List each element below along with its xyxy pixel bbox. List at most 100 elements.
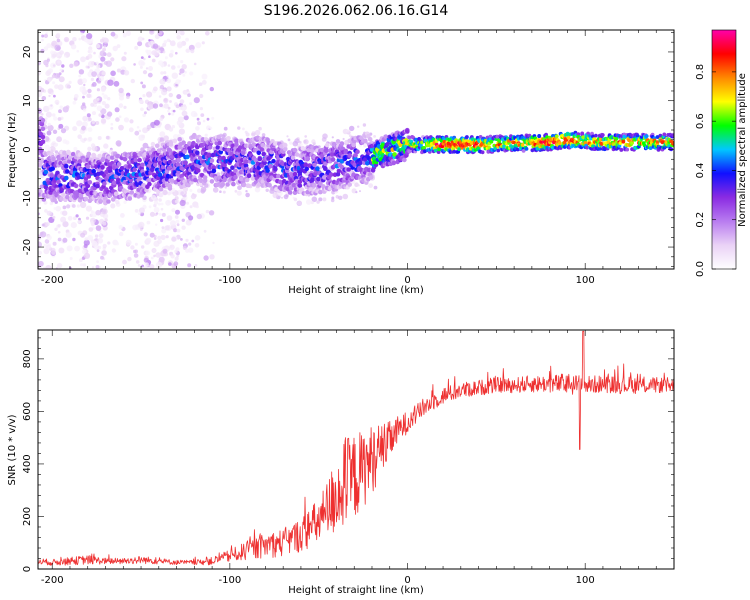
spectrogram-cell [142, 70, 148, 75]
spectrogram-cell [269, 172, 274, 177]
spectrogram-cell [614, 136, 619, 141]
spectrogram-cell [496, 148, 501, 153]
spectrogram-cell [318, 197, 323, 202]
spectrogram-cell [184, 70, 187, 74]
spectrogram-cell [157, 235, 162, 240]
spectrogram-cell [73, 216, 77, 220]
spectrogram-cell [52, 241, 57, 246]
spectrogram-cell [62, 221, 69, 228]
spectrogram-cell [51, 74, 56, 79]
spectrogram-cell [38, 201, 41, 205]
spectrogram-cell [91, 266, 95, 269]
spectrogram-cell [80, 232, 86, 238]
spectrogram-cell [123, 117, 130, 123]
spectrogram-cell [46, 130, 52, 136]
spectrogram-cell [88, 136, 93, 142]
spectrogram-cell [99, 50, 106, 57]
spectrogram-cell [59, 105, 63, 109]
spectrogram-cell [209, 179, 215, 184]
spectrogram-cell [322, 133, 328, 139]
spectrogram-cell [331, 136, 334, 139]
spectrogram-cell [43, 46, 49, 51]
spectrogram-cell [407, 149, 412, 154]
spectrogram-cell [121, 56, 127, 62]
spectrogram-cell [183, 115, 189, 121]
spectrogram-cell [82, 263, 87, 267]
spectrogram-cell [515, 147, 520, 152]
spectrogram-cell [422, 146, 426, 150]
spectrogram-cell [62, 139, 68, 144]
spectrogram-cell [49, 201, 53, 206]
spectrogram-cell [65, 83, 71, 89]
spectrogram-cell [188, 215, 194, 221]
spectrogram-cell [355, 191, 358, 194]
spectrogram-cell [150, 256, 154, 260]
spectrogram-cell [43, 105, 50, 113]
spectrogram-cell [45, 265, 52, 269]
spectrogram-cell [323, 148, 329, 153]
spectrogram-cell [57, 60, 61, 64]
spectrogram-cell [304, 166, 310, 172]
spectrogram-cell [76, 49, 80, 53]
spectrogram-cell [160, 164, 166, 170]
spectrogram-cell [166, 86, 172, 92]
spectrogram-cell [106, 52, 112, 58]
spectrogram-cell [268, 163, 273, 169]
spectrogram-cell [55, 205, 61, 212]
spectrogram-cell [64, 175, 69, 181]
spectrogram-cell [158, 95, 162, 98]
spectrogram-cell [68, 80, 72, 84]
spectrogram-cell [245, 192, 250, 198]
spectrogram-cell [38, 162, 43, 168]
spectrogram-cell [322, 197, 327, 202]
spectrogram-cell [226, 147, 231, 153]
spectrogram-cell [206, 152, 212, 158]
spectrogram-cell [123, 70, 130, 76]
spectrogram-cell [145, 237, 152, 244]
spectrogram-cell [86, 151, 92, 157]
spectrogram-cell [86, 33, 93, 40]
spectrogram-cell [167, 200, 171, 203]
spectrogram-cell [671, 141, 674, 145]
spectrogram-cell [188, 247, 194, 253]
spectrogram-cell [339, 141, 345, 146]
spectrogram-cell [497, 138, 502, 143]
spectrogram-cell [41, 197, 47, 202]
colorbar-tick-label: 0.4 [695, 162, 706, 178]
spectrogram-cell [87, 60, 95, 68]
spectrogram-cell [46, 43, 52, 49]
spectrogram-cell [83, 137, 88, 141]
spectrogram-cell [304, 135, 308, 138]
spectrogram-cell [261, 151, 267, 157]
spectrogram-cell [44, 209, 48, 213]
spectrogram-cell [47, 124, 54, 132]
spectrogram-cell [614, 140, 619, 145]
spectrogram-cell [242, 127, 245, 131]
spectrogram-cell [153, 207, 160, 213]
spectrogram-cell [193, 193, 197, 198]
spectrogram-cell [171, 65, 176, 70]
spectrogram-cell [39, 87, 45, 93]
spectrogram-cell [142, 94, 146, 98]
spectrogram-cell [43, 184, 49, 190]
spectrogram-cell [162, 248, 168, 254]
spectrogram-cell [86, 93, 91, 98]
spectrogram-cell [82, 86, 86, 90]
spectrogram-cell [181, 110, 188, 117]
spectrogram-cell [91, 82, 97, 87]
spectrogram-cell [206, 117, 210, 121]
spectrogram-cell [253, 157, 259, 163]
spectrogram-cell [168, 92, 173, 98]
spectrogram-cell [52, 64, 56, 67]
spectrogram-cell [51, 250, 56, 256]
spectrogram-cell [259, 147, 265, 152]
spectrogram-cell [111, 248, 117, 253]
spectrogram-cell [155, 223, 158, 226]
spectrogram-cell [137, 176, 142, 181]
spectrogram-cell [159, 117, 164, 121]
spectrogram-cell [269, 149, 274, 155]
spectrogram-cell [373, 185, 378, 190]
spectrogram-cell [38, 91, 43, 97]
spectrogram-cell [157, 172, 163, 178]
